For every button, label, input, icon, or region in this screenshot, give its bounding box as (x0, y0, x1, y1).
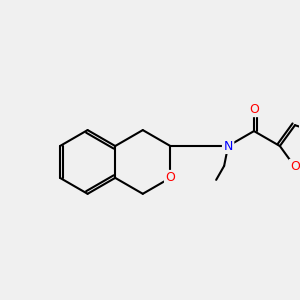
Text: O: O (165, 171, 175, 184)
Text: O: O (290, 160, 300, 173)
Text: N: N (224, 140, 233, 152)
Text: O: O (249, 103, 259, 116)
